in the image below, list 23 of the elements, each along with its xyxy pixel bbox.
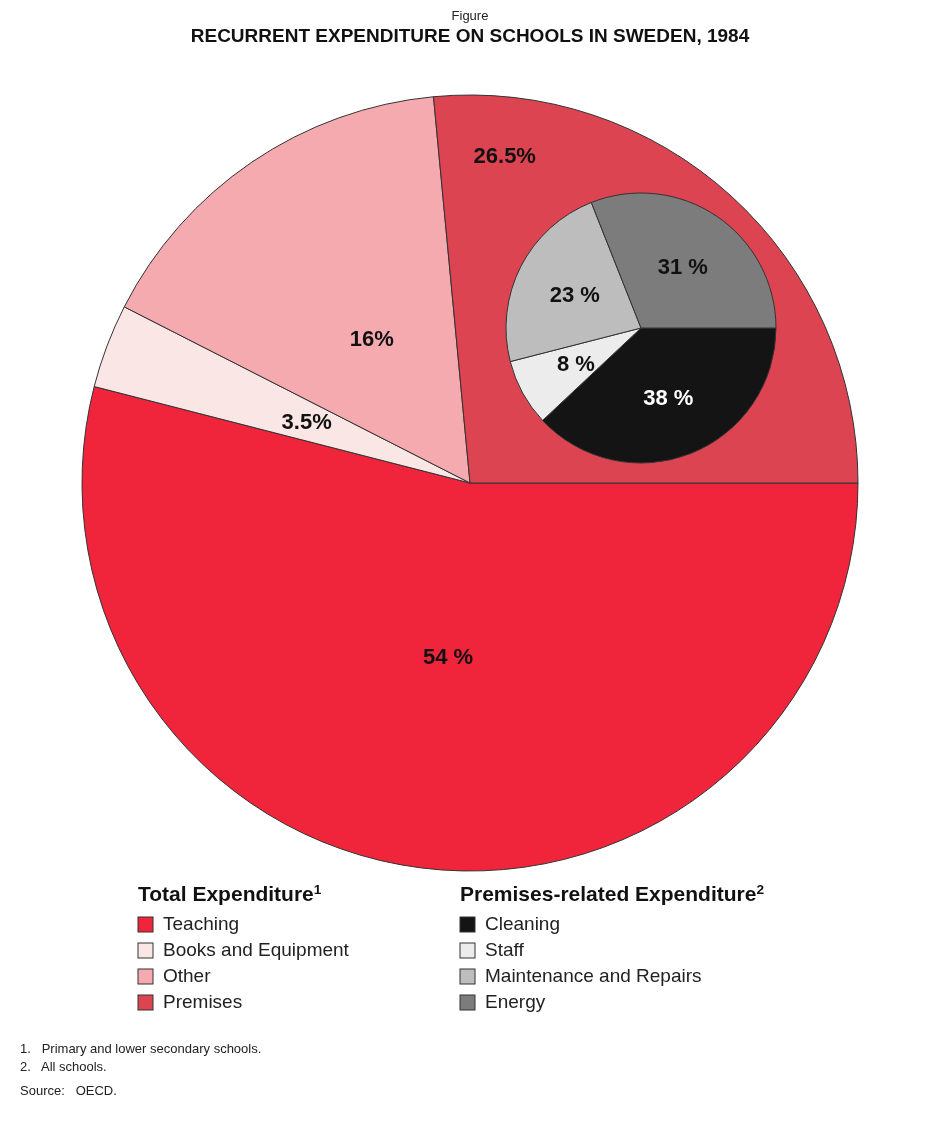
data-label: 26.5% <box>473 142 536 168</box>
text: 1. Primary and lower secondary schools. <box>20 1041 262 1056</box>
legend-label: Staff <box>485 939 525 960</box>
chart-title: RECURRENT EXPENDITURE ON SCHOOLS IN SWEDEN, 1984 <box>190 25 750 46</box>
data-label: 3.5% <box>281 408 332 434</box>
legend-label: Books and Equipment <box>163 939 350 960</box>
legend-label: Other <box>163 965 212 986</box>
data-label: 23 % <box>549 281 600 307</box>
legend-label: Premises <box>163 991 243 1012</box>
source-note: Source: OECD. <box>20 1083 117 1098</box>
text: 2. All schools. <box>20 1059 107 1074</box>
data-label: 54 % <box>423 643 474 669</box>
legend-title: Premises-related Expenditure$^{2}$ <box>460 881 765 905</box>
data-label: 8 % <box>556 351 595 377</box>
data-label: 31 % <box>657 254 708 280</box>
text: Figure <box>451 8 489 23</box>
data-label: 16% <box>349 326 394 352</box>
legend-label: Energy <box>485 991 546 1012</box>
legend-label: Cleaning <box>485 913 560 934</box>
legend-label: Teaching <box>163 913 240 934</box>
data-label: 38 % <box>643 384 694 410</box>
legend-title: Total Expenditure$^{1}$ <box>138 881 322 905</box>
legend-label: Maintenance and Repairs <box>485 965 702 986</box>
